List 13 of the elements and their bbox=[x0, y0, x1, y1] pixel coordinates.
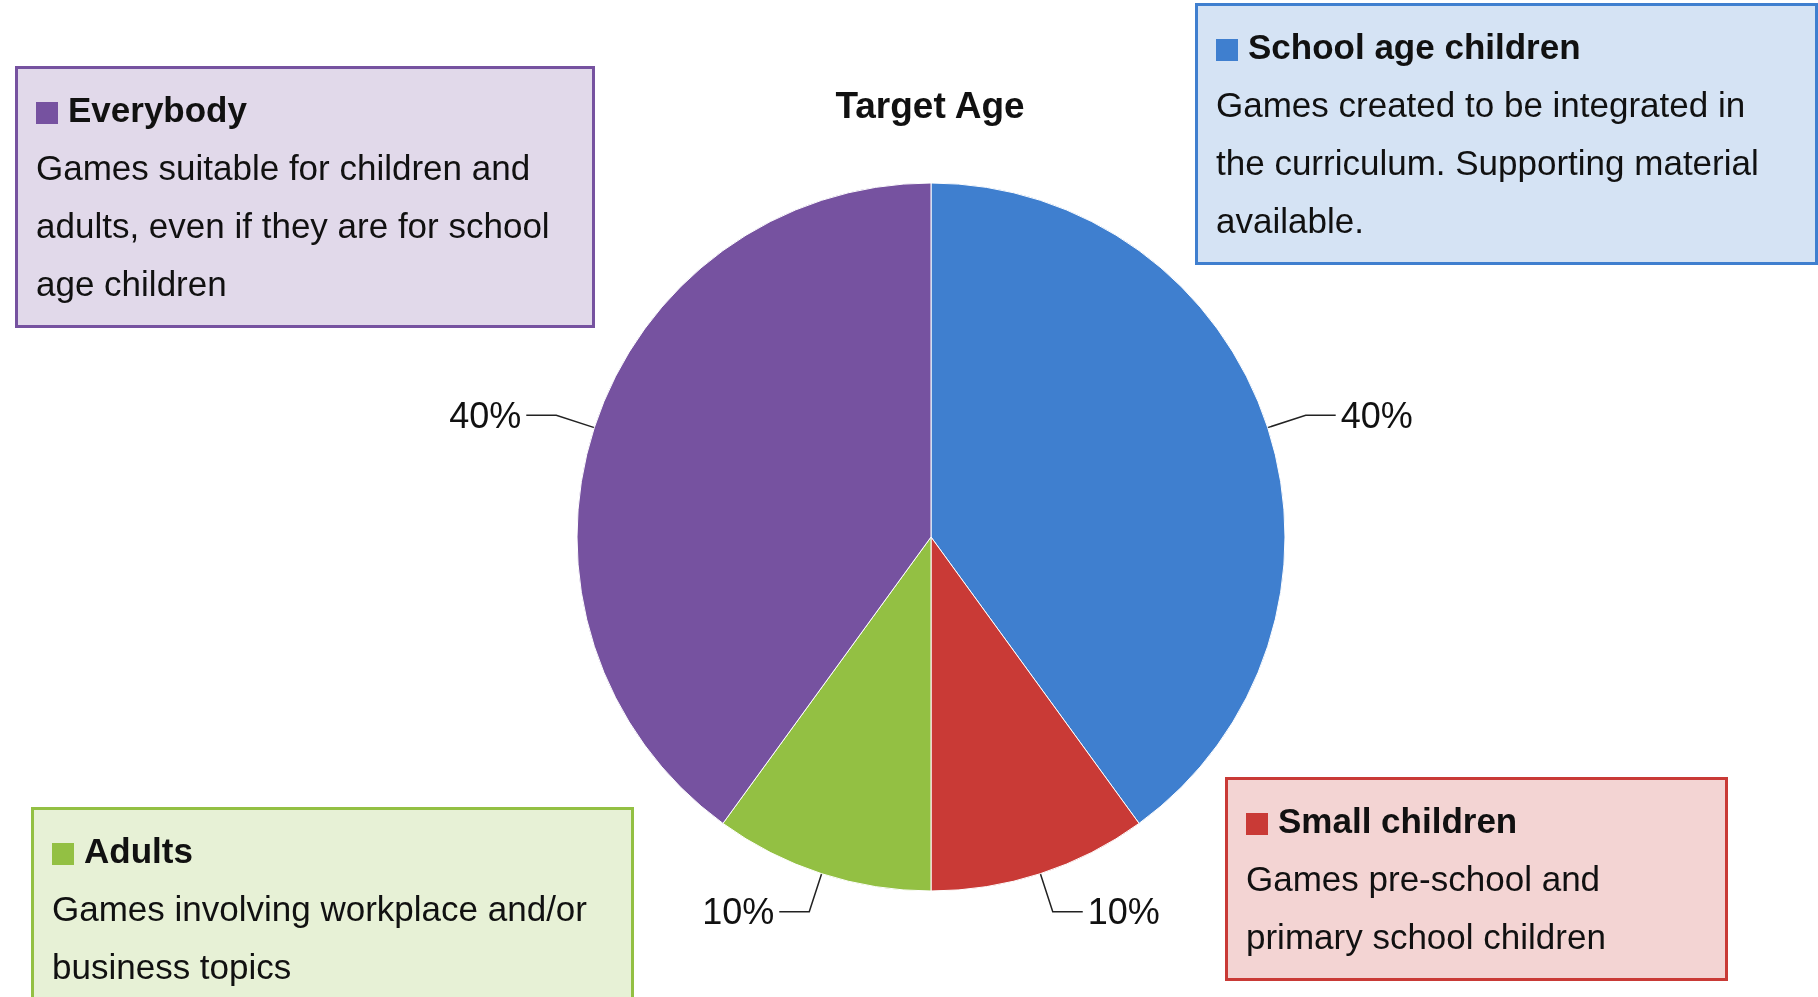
legend-label: Adults bbox=[84, 831, 193, 870]
legend-box: Small children Games pre-school and primary school children bbox=[1225, 777, 1728, 981]
data-label: 10% bbox=[1087, 891, 1160, 933]
data-label: 40% bbox=[449, 394, 522, 436]
legend-box: Adults Games involving workplace and/or business topics bbox=[31, 807, 634, 997]
legend-label: Small children bbox=[1278, 801, 1518, 840]
legend-label: Everybody bbox=[68, 90, 247, 129]
data-label: 40% bbox=[1340, 394, 1413, 436]
legend-label: School age children bbox=[1248, 27, 1581, 66]
text: Target Age bbox=[835, 85, 1025, 126]
legend-box: School age children Games created to be integrated in the curriculum. Supporting material available. bbox=[1195, 3, 1818, 265]
legend-box: Everybody Games suitable for children and adults, even if they are for school age children bbox=[15, 66, 595, 328]
data-label: 10% bbox=[702, 891, 775, 933]
